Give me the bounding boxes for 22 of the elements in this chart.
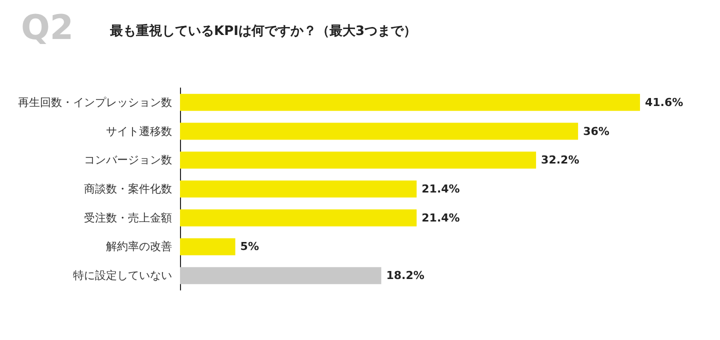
y-tick-label: コンバージョン数 xyxy=(84,154,172,167)
data-label: 21.4% xyxy=(422,182,460,196)
chart-subtitle: 最も重視しているKPIは何ですか？（最大3つまで） xyxy=(109,23,416,39)
bar xyxy=(180,267,382,284)
data-label: 32.2% xyxy=(541,154,580,167)
data-label: 36% xyxy=(583,124,610,138)
bar xyxy=(180,180,417,198)
bar xyxy=(180,238,236,256)
y-tick-label: サイト遷移数 xyxy=(106,124,172,138)
bar xyxy=(180,94,640,111)
data-label: 18.2% xyxy=(386,269,424,282)
y-tick-label: 解約率の改善 xyxy=(106,240,172,254)
y-tick-label: 商談数・案件化数 xyxy=(84,182,172,196)
data-label: 5% xyxy=(240,240,259,254)
bar xyxy=(180,152,536,169)
y-tick-label: 特に設定していない xyxy=(73,269,172,282)
bar xyxy=(180,122,578,140)
bar xyxy=(180,209,417,226)
data-label: 41.6% xyxy=(645,96,684,109)
y-tick-label: 再生回数・インプレッション数 xyxy=(18,96,172,109)
data-label: 21.4% xyxy=(422,211,460,224)
y-tick-label: 受注数・売上金額 xyxy=(84,211,172,224)
